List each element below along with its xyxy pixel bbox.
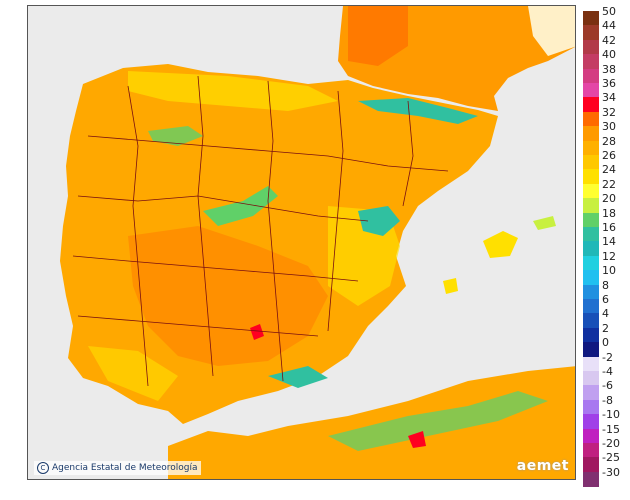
legend-swatch — [583, 385, 599, 401]
legend-swatch — [583, 428, 599, 444]
legend-label: -15 — [602, 422, 620, 436]
legend-swatch — [583, 212, 599, 228]
map-graphic — [28, 6, 575, 479]
legend-swatch — [583, 227, 599, 242]
legend-label: 6 — [602, 293, 609, 306]
legend-swatch — [583, 371, 599, 386]
legend-label: 8 — [602, 278, 609, 292]
legend-label: 20 — [602, 192, 616, 206]
legend-label: 42 — [602, 33, 616, 47]
legend-label: -4 — [602, 365, 613, 378]
legend-swatch — [583, 155, 599, 170]
legend-label: 22 — [602, 177, 616, 191]
legend-swatch — [583, 54, 599, 70]
mallorca — [483, 231, 518, 258]
legend-label: 32 — [602, 105, 616, 119]
southwest-cool-zone — [88, 346, 178, 401]
legend-swatch — [583, 39, 599, 55]
legend-swatch — [583, 183, 599, 199]
menorca — [533, 216, 556, 230]
legend-label: 14 — [602, 235, 616, 249]
legend-label: 30 — [602, 120, 616, 134]
north-africa — [168, 366, 575, 479]
legend-label: 40 — [602, 48, 616, 62]
temperature-map: C Agencia Estatal de Meteorología aemet — [27, 5, 576, 480]
legend-swatch — [583, 457, 599, 473]
credit-label: C Agencia Estatal de Meteorología — [34, 461, 201, 475]
north-cool-zone — [128, 71, 338, 111]
ibiza — [443, 278, 458, 294]
color-legend: 50 44 42 40 38 36 34 32 30 28 26 24 22 20 18 16 14 12 10 8 6… — [583, 6, 630, 496]
legend-swatch — [583, 83, 599, 98]
legend-swatch — [583, 284, 599, 300]
legend-label: 50 — [602, 5, 616, 18]
legend-label: 18 — [602, 206, 616, 220]
atlas-band — [328, 391, 548, 451]
legend-swatch — [583, 443, 599, 458]
legend-swatch — [583, 356, 599, 372]
legend-label: -20 — [602, 437, 620, 450]
legend-label: 0 — [602, 336, 609, 350]
legend-label: -25 — [602, 451, 620, 465]
interior-warm-zone — [128, 226, 328, 366]
aemet-logo: aemet — [516, 458, 569, 474]
legend-swatch — [583, 68, 599, 84]
legend-swatch — [583, 327, 599, 343]
legend-swatch — [583, 342, 599, 358]
legend-label: -30 — [602, 465, 620, 479]
legend-label: 36 — [602, 77, 616, 90]
legend-label: 26 — [602, 149, 616, 162]
legend-label: 4 — [602, 307, 609, 321]
legend-swatch — [583, 97, 599, 113]
iberian-system-band — [358, 206, 400, 236]
cantabrian-band — [148, 126, 203, 146]
legend-swatch — [583, 299, 599, 314]
legend-swatch — [583, 241, 599, 257]
legend-swatch — [583, 25, 599, 41]
legend-label: 24 — [602, 163, 616, 177]
france-hot-zone — [348, 6, 408, 66]
legend-label: -2 — [602, 350, 613, 364]
legend-swatch — [583, 471, 599, 487]
legend-swatch — [583, 169, 599, 185]
legend-swatch — [583, 11, 599, 26]
legend-label: -6 — [602, 379, 613, 393]
central-system-band — [203, 186, 278, 226]
alps-region — [528, 6, 575, 56]
province-boundaries — [72, 75, 449, 387]
legend-swatch — [583, 198, 599, 214]
credit-text: Agencia Estatal de Meteorología — [52, 463, 198, 473]
legend-label: -8 — [602, 393, 613, 407]
legend-swatch — [583, 126, 599, 142]
legend-label: 44 — [602, 19, 616, 33]
legend-label: 12 — [602, 249, 616, 263]
pyrenees-band — [358, 98, 478, 124]
legend-label: 2 — [602, 321, 609, 335]
legend-label: 38 — [602, 62, 616, 76]
hot-spot-africa — [408, 431, 426, 448]
legend-swatch — [583, 111, 599, 127]
legend-swatch — [583, 313, 599, 329]
legend-label: 28 — [602, 134, 616, 148]
legend-swatch — [583, 270, 599, 286]
legend-swatch — [583, 414, 599, 430]
legend-label: 16 — [602, 221, 616, 234]
legend-swatch — [583, 255, 599, 271]
copyright-icon: C — [37, 462, 49, 474]
sierra-nevada-band — [268, 366, 328, 388]
legend-swatch — [583, 399, 599, 415]
legend-label: -10 — [602, 408, 620, 422]
hot-spot — [250, 324, 264, 340]
legend-label: 10 — [602, 264, 616, 278]
legend-swatch — [583, 140, 599, 156]
legend-label: 34 — [602, 91, 616, 105]
